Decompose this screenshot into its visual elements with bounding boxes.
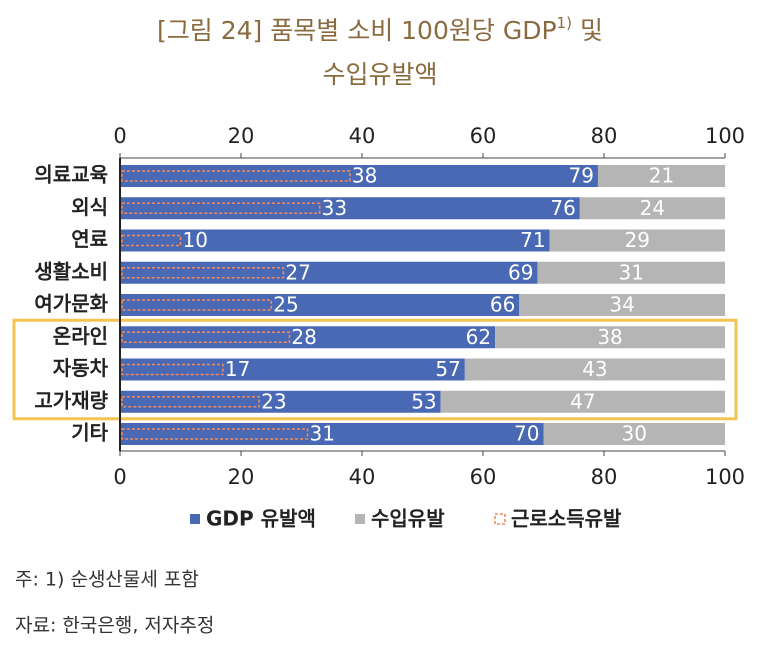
y-tick-label: 여가문화 — [34, 292, 108, 316]
value-label: 53 — [411, 389, 436, 413]
value-label: 76 — [550, 196, 575, 220]
bar — [440, 390, 725, 413]
bar — [120, 261, 538, 284]
bar — [537, 261, 725, 284]
bar — [495, 326, 725, 349]
value-label: 38 — [352, 164, 377, 188]
value-label: 31 — [618, 260, 643, 284]
value-label: 33 — [322, 196, 347, 220]
legend-marker — [355, 514, 365, 524]
note: 자료: 한국은행, 저자추정 — [15, 615, 214, 637]
overlay-bar — [121, 428, 309, 440]
y-tick-label: 연료 — [71, 227, 108, 251]
overlay-bar — [121, 395, 260, 408]
bar — [579, 197, 725, 220]
bar — [519, 294, 725, 316]
value-label: 71 — [520, 228, 545, 252]
value-label: 62 — [466, 325, 491, 349]
legend-label: GDP 유발액 — [206, 507, 316, 531]
value-label: 79 — [568, 164, 593, 188]
value-label: 27 — [285, 260, 310, 284]
value-label: 29 — [625, 228, 650, 252]
value-label: 10 — [183, 228, 208, 252]
y-tick-label: 외식 — [71, 195, 108, 219]
note: 주: 1) 순생산물세 포함 — [15, 569, 199, 591]
overlay-bar — [121, 234, 182, 247]
overlay-bar — [121, 363, 224, 376]
x-tick-label: 0 — [113, 465, 126, 489]
value-label: 31 — [310, 422, 335, 446]
bar — [543, 423, 725, 445]
x-tick-label: 60 — [470, 124, 497, 148]
value-label: 23 — [261, 389, 286, 413]
x-tick-label: 80 — [591, 465, 618, 489]
title-line-end: 및 — [580, 16, 603, 45]
highlight-box — [12, 318, 738, 421]
legend-label: 근로소득유발 — [511, 507, 622, 531]
x-tick-label: 0 — [113, 124, 126, 148]
bar — [120, 358, 465, 381]
legend-label: 수입유발 — [371, 507, 445, 531]
bar — [120, 229, 550, 252]
legend-marker — [494, 513, 506, 525]
x-tick-label: 100 — [705, 465, 745, 489]
value-label: 34 — [609, 293, 634, 317]
value-label: 70 — [514, 422, 539, 446]
bar — [597, 165, 725, 187]
value-label: 43 — [582, 357, 607, 381]
bar — [549, 229, 725, 252]
value-label: 24 — [640, 196, 665, 220]
value-label: 69 — [508, 260, 533, 284]
overlay-bar — [121, 202, 321, 215]
value-label: 25 — [273, 293, 298, 317]
value-label: 38 — [597, 325, 622, 349]
value-label: 57 — [435, 357, 460, 381]
chart-title: [그림 24] 품목별 소비 100원당 GDP1) 및 — [157, 14, 603, 46]
value-label: 30 — [622, 422, 647, 446]
value-label: 21 — [649, 164, 674, 188]
overlay-bar — [121, 266, 285, 279]
value-label: 28 — [291, 325, 316, 349]
y-tick-label: 자동차 — [53, 356, 109, 380]
value-label: 17 — [225, 357, 250, 381]
bar — [120, 294, 520, 316]
y-tick-label: 기타 — [71, 421, 108, 445]
y-tick-label: 의료교육 — [34, 163, 108, 187]
overlay-bar — [121, 331, 291, 344]
chart-title: 수입유발액 — [322, 60, 437, 89]
x-tick-label: 40 — [349, 124, 376, 148]
y-tick-label: 온라인 — [53, 324, 108, 348]
overlay-bar — [121, 170, 351, 182]
value-label: 47 — [570, 389, 595, 413]
legend-marker — [190, 514, 200, 524]
value-label: 66 — [490, 293, 515, 317]
x-tick-label: 20 — [228, 465, 255, 489]
bar — [120, 197, 580, 220]
x-tick-label: 80 — [591, 124, 618, 148]
y-tick-label: 고가재량 — [34, 388, 108, 412]
x-tick-label: 40 — [349, 465, 376, 489]
x-tick-label: 20 — [228, 124, 255, 148]
title-line: [그림 24] 품목별 소비 100원당 GDP — [157, 16, 556, 45]
x-tick-label: 100 — [705, 124, 745, 148]
title-superscript: 1) — [557, 14, 572, 32]
y-tick-label: 생활소비 — [34, 259, 108, 283]
x-tick-label: 60 — [470, 465, 497, 489]
bar — [464, 358, 725, 381]
